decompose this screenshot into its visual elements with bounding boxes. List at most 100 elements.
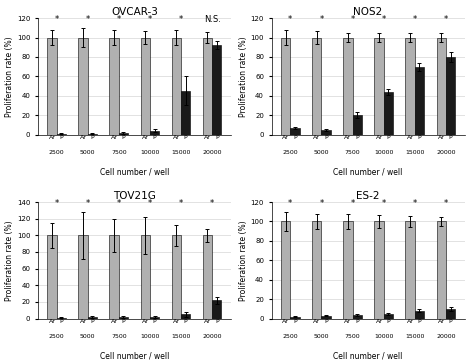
Text: 20000: 20000 (436, 334, 456, 339)
Y-axis label: Proliferation rate (%): Proliferation rate (%) (239, 36, 248, 117)
Text: 5000: 5000 (80, 150, 95, 155)
Bar (446, 57, 455, 135)
Text: 2500: 2500 (283, 150, 298, 155)
Bar (150, 131, 159, 135)
Bar (291, 317, 300, 319)
Bar (141, 235, 150, 319)
Text: 15000: 15000 (171, 334, 191, 339)
Bar (141, 38, 150, 135)
Title: OVCAR-3: OVCAR-3 (111, 7, 158, 17)
Bar (437, 222, 446, 319)
Bar (353, 115, 362, 135)
Bar (343, 222, 353, 319)
Bar (415, 67, 424, 135)
Text: 15000: 15000 (171, 150, 191, 155)
Bar (321, 130, 331, 135)
Text: 20000: 20000 (202, 150, 222, 155)
Text: 10000: 10000 (374, 334, 393, 339)
Bar (88, 317, 97, 319)
Bar (47, 38, 56, 135)
Bar (109, 235, 119, 319)
Text: 10000: 10000 (374, 150, 393, 155)
Bar (78, 235, 88, 319)
Text: *: * (117, 199, 121, 208)
Title: NOS2: NOS2 (354, 7, 383, 17)
Text: 15000: 15000 (405, 150, 424, 155)
Bar (437, 38, 446, 135)
Bar (415, 311, 424, 319)
Text: 15000: 15000 (405, 334, 424, 339)
Bar (150, 317, 159, 319)
Text: *: * (55, 199, 59, 208)
Bar (88, 134, 97, 135)
Bar (181, 315, 191, 319)
Text: *: * (319, 199, 324, 208)
Bar (181, 91, 191, 135)
Text: *: * (148, 15, 152, 24)
Text: 2500: 2500 (283, 334, 298, 339)
Text: 2500: 2500 (49, 150, 64, 155)
Text: 5000: 5000 (80, 334, 95, 339)
Bar (446, 309, 455, 319)
Text: 5000: 5000 (314, 150, 329, 155)
Bar (119, 132, 128, 135)
Bar (405, 38, 415, 135)
Text: 7500: 7500 (111, 150, 127, 155)
Bar (405, 222, 415, 319)
Bar (47, 235, 56, 319)
Text: *: * (179, 199, 183, 208)
Bar (109, 38, 119, 135)
Text: *: * (86, 199, 90, 208)
Text: *: * (210, 199, 214, 208)
Text: Cell number / well: Cell number / well (333, 351, 403, 360)
Text: 7500: 7500 (345, 150, 360, 155)
Bar (312, 38, 321, 135)
Bar (212, 300, 221, 319)
Text: *: * (444, 15, 448, 24)
Text: *: * (55, 15, 59, 24)
Text: *: * (350, 15, 355, 24)
Bar (312, 222, 321, 319)
Bar (56, 318, 66, 319)
Bar (374, 38, 383, 135)
Bar (281, 38, 291, 135)
Text: *: * (319, 15, 324, 24)
Bar (172, 38, 181, 135)
Text: *: * (86, 15, 90, 24)
Text: 2500: 2500 (49, 334, 64, 339)
Bar (56, 134, 66, 135)
Text: *: * (413, 199, 417, 208)
Text: *: * (413, 15, 417, 24)
Y-axis label: Proliferation rate (%): Proliferation rate (%) (5, 36, 14, 117)
Text: *: * (148, 199, 152, 208)
Bar (212, 45, 221, 135)
Y-axis label: Proliferation rate (%): Proliferation rate (%) (5, 220, 14, 300)
Text: 7500: 7500 (345, 334, 360, 339)
Bar (203, 235, 212, 319)
Text: 5000: 5000 (314, 334, 329, 339)
Text: 20000: 20000 (436, 150, 456, 155)
Text: *: * (117, 15, 121, 24)
Bar (374, 222, 383, 319)
Bar (203, 38, 212, 135)
Bar (172, 235, 181, 319)
Text: *: * (288, 199, 292, 208)
Bar (119, 317, 128, 319)
Text: *: * (382, 15, 386, 24)
Text: N.S.: N.S. (204, 15, 220, 24)
Title: ES-2: ES-2 (356, 191, 380, 201)
Text: Cell number / well: Cell number / well (333, 167, 403, 176)
Text: *: * (350, 199, 355, 208)
Bar (281, 222, 291, 319)
Bar (343, 38, 353, 135)
Bar (291, 128, 300, 135)
Text: Cell number / well: Cell number / well (100, 167, 169, 176)
Text: *: * (382, 199, 386, 208)
Title: TOV21G: TOV21G (113, 191, 156, 201)
Text: 7500: 7500 (111, 334, 127, 339)
Text: 20000: 20000 (202, 334, 222, 339)
Text: 10000: 10000 (140, 150, 160, 155)
Bar (383, 92, 393, 135)
Text: Cell number / well: Cell number / well (100, 351, 169, 360)
Y-axis label: Proliferation rate (%): Proliferation rate (%) (239, 220, 248, 300)
